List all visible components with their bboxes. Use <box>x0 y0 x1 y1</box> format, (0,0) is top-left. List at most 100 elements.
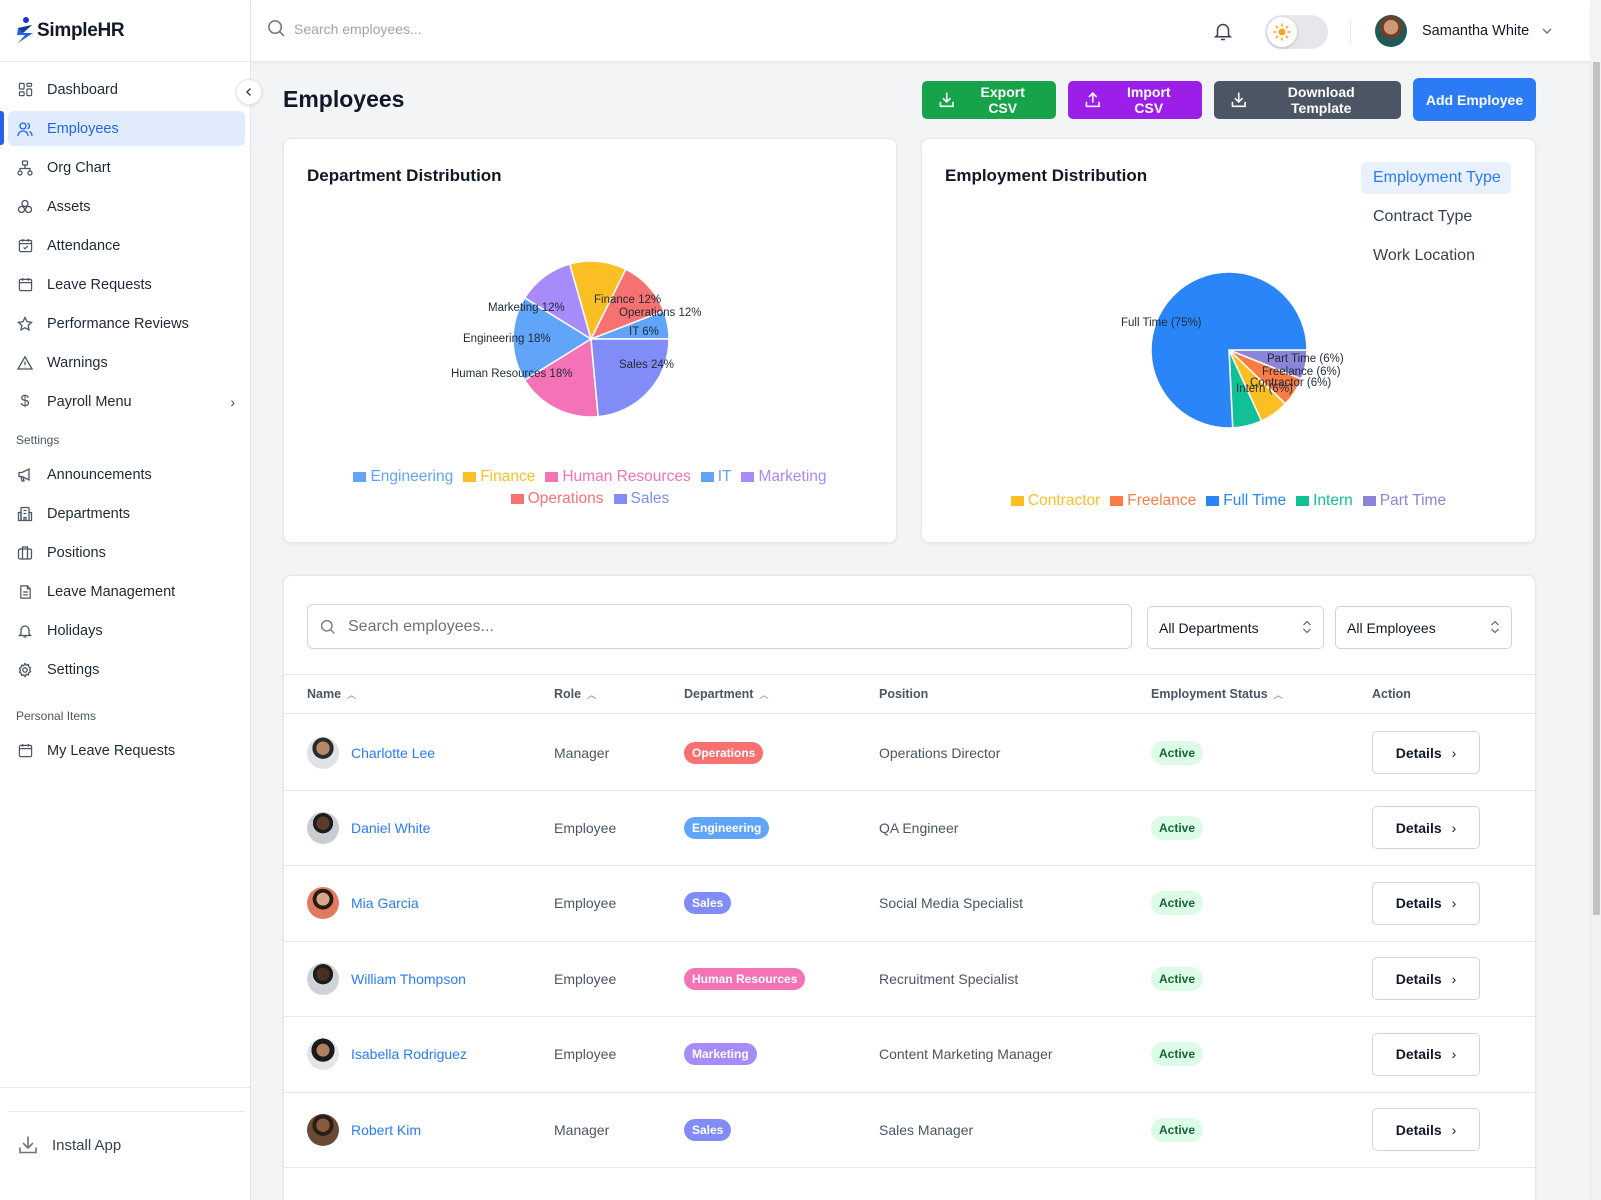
sidebar-item-announcements[interactable]: Announcements <box>8 457 245 492</box>
details-button[interactable]: Details › <box>1372 881 1480 925</box>
notifications-button[interactable] <box>1212 20 1234 42</box>
column-header-employment-status[interactable]: Employment Status ︿ <box>1151 687 1283 701</box>
sidebar-item-warnings[interactable]: Warnings <box>8 345 245 380</box>
warning-icon <box>17 354 33 371</box>
legend-item[interactable]: Part Time <box>1362 492 1446 510</box>
legend-item[interactable]: Engineering <box>353 468 453 486</box>
employment-pie-chart[interactable]: Part Time (6%)Freelance (6%)Contractor (… <box>922 139 1537 544</box>
details-label: Details <box>1395 819 1442 836</box>
document-icon <box>17 584 33 600</box>
legend-item[interactable]: Finance <box>463 468 535 486</box>
department-pie-chart[interactable]: IT 6% Operations 12%Finance 12% Marketing … <box>284 139 898 544</box>
sidebar-item-org-chart[interactable]: Org Chart <box>8 150 245 185</box>
employee-filter-select[interactable]: All Employees <box>1335 606 1512 649</box>
sidebar-item-leave-requests[interactable]: Leave Requests <box>8 267 245 302</box>
briefcase-icon <box>17 545 33 561</box>
employee-name-link[interactable]: Daniel White <box>351 819 431 836</box>
sidebar-item-departments[interactable]: Departments <box>8 496 245 531</box>
pie-slice[interactable] <box>1150 271 1308 429</box>
details-button[interactable]: Details › <box>1372 731 1480 774</box>
position-text: Recruitment Specialist <box>879 970 1019 987</box>
employee-name-link[interactable]: William Thompson <box>351 970 466 987</box>
legend-item[interactable]: Freelance <box>1110 492 1196 510</box>
column-header-role[interactable]: Role ︿ <box>554 687 596 701</box>
status-cell: Active <box>1151 715 1204 790</box>
page-scrollbar[interactable] <box>1590 62 1601 1200</box>
sidebar-item-payroll-menu[interactable]: $ Payroll Menu › <box>8 384 245 419</box>
details-button[interactable]: Details › <box>1372 957 1480 1001</box>
avatar <box>307 811 339 844</box>
add-employee-button[interactable]: Add Employee <box>1413 78 1536 121</box>
theme-toggle[interactable] <box>1265 15 1328 49</box>
status-cell: Active <box>1151 866 1204 941</box>
status-badge: Active <box>1151 966 1204 991</box>
column-label: Employment Status <box>1151 687 1268 701</box>
legend-swatch <box>1362 496 1376 506</box>
logo[interactable]: SimpleHR <box>0 0 250 62</box>
collapse-sidebar-button[interactable] <box>236 79 262 105</box>
download-icon <box>939 92 954 108</box>
legend-swatch <box>741 472 755 482</box>
tab-contract-type[interactable]: Contract Type <box>1373 208 1473 225</box>
divider <box>1350 20 1351 44</box>
user-menu[interactable]: Samantha White <box>1375 15 1553 47</box>
legend-item[interactable]: IT <box>700 468 731 486</box>
department-badge: Sales <box>684 892 732 915</box>
column-header-name[interactable]: Name ︿ <box>307 687 356 701</box>
sidebar-item-leave-management[interactable]: Leave Management <box>8 574 245 609</box>
legend-item[interactable]: Human Resources <box>545 468 691 486</box>
install-app-button[interactable]: Install App <box>17 1134 121 1156</box>
sidebar-item-attendance[interactable]: Attendance <box>8 228 245 263</box>
department-cell: Marketing <box>684 1017 757 1092</box>
slice-label: IT 6% <box>629 326 659 338</box>
sidebar-item-label: Attendance <box>47 237 121 254</box>
department-filter-select[interactable]: All Departments <box>1147 606 1324 649</box>
sidebar-item-assets[interactable]: Assets <box>8 189 245 224</box>
sidebar-item-performance-reviews[interactable]: Performance Reviews <box>8 306 245 341</box>
employee-name-link[interactable]: Robert Kim <box>351 1121 422 1138</box>
column-label: Position <box>879 687 929 701</box>
tab-employment-type[interactable]: Employment Type <box>1361 162 1511 194</box>
pie-slice[interactable] <box>512 296 593 382</box>
legend-item[interactable]: Operations <box>510 490 604 508</box>
sidebar-item-holidays[interactable]: Holidays <box>8 613 245 648</box>
export-csv-button[interactable]: Export CSV <box>922 81 1056 119</box>
details-button[interactable]: Details › <box>1372 1032 1480 1076</box>
tab-work-location[interactable]: Work Location <box>1373 247 1475 264</box>
sidebar-item-employees[interactable]: Employees <box>8 111 245 146</box>
download-template-button[interactable]: Download Template <box>1214 81 1401 119</box>
position-cell: Operations Director <box>879 715 1000 790</box>
bell-icon <box>17 623 33 639</box>
import-csv-button[interactable]: Import CSV <box>1068 81 1202 119</box>
sidebar-item-dashboard[interactable]: Dashboard <box>8 72 245 107</box>
employee-name-link[interactable]: Charlotte Lee <box>351 744 436 761</box>
pie-slice[interactable] <box>523 337 600 418</box>
legend-item[interactable]: Sales <box>613 490 670 508</box>
legend-item[interactable]: Marketing <box>741 468 827 486</box>
role-cell: Manager <box>554 1092 609 1167</box>
details-button[interactable]: Details › <box>1372 1108 1480 1151</box>
legend-item[interactable]: Full Time <box>1206 492 1286 510</box>
legend-label: Sales <box>630 490 670 507</box>
legend-item[interactable]: Intern <box>1296 492 1353 510</box>
sidebar-item-settings[interactable]: Settings <box>8 652 245 687</box>
install-app-label: Install App <box>52 1136 122 1154</box>
scrollbar-thumb[interactable] <box>1593 62 1600 915</box>
sidebar-item-label: Settings <box>47 661 100 678</box>
details-button[interactable]: Details › <box>1372 806 1480 850</box>
name-cell: Isabella Rodriguez <box>307 1017 467 1092</box>
role-text: Employee <box>554 895 617 912</box>
slice-label: Marketing 12% <box>488 302 565 314</box>
employee-name-link[interactable]: Mia Garcia <box>351 895 419 912</box>
employee-name-link[interactable]: Isabella Rodriguez <box>351 1046 467 1063</box>
employee-search-input[interactable] <box>348 617 1108 636</box>
legend-item[interactable]: Contractor <box>1010 492 1100 510</box>
slice-label: Human Resources 18% <box>451 368 572 380</box>
org-chart-icon <box>17 159 33 176</box>
pie-slice[interactable] <box>590 338 670 418</box>
sidebar-item-positions[interactable]: Positions <box>8 535 245 570</box>
sidebar-item-my-leave-requests[interactable]: My Leave Requests <box>8 733 245 768</box>
upload-icon <box>1085 92 1100 108</box>
column-header-department[interactable]: Department ︿ <box>684 687 768 701</box>
global-search-input[interactable] <box>294 20 594 37</box>
